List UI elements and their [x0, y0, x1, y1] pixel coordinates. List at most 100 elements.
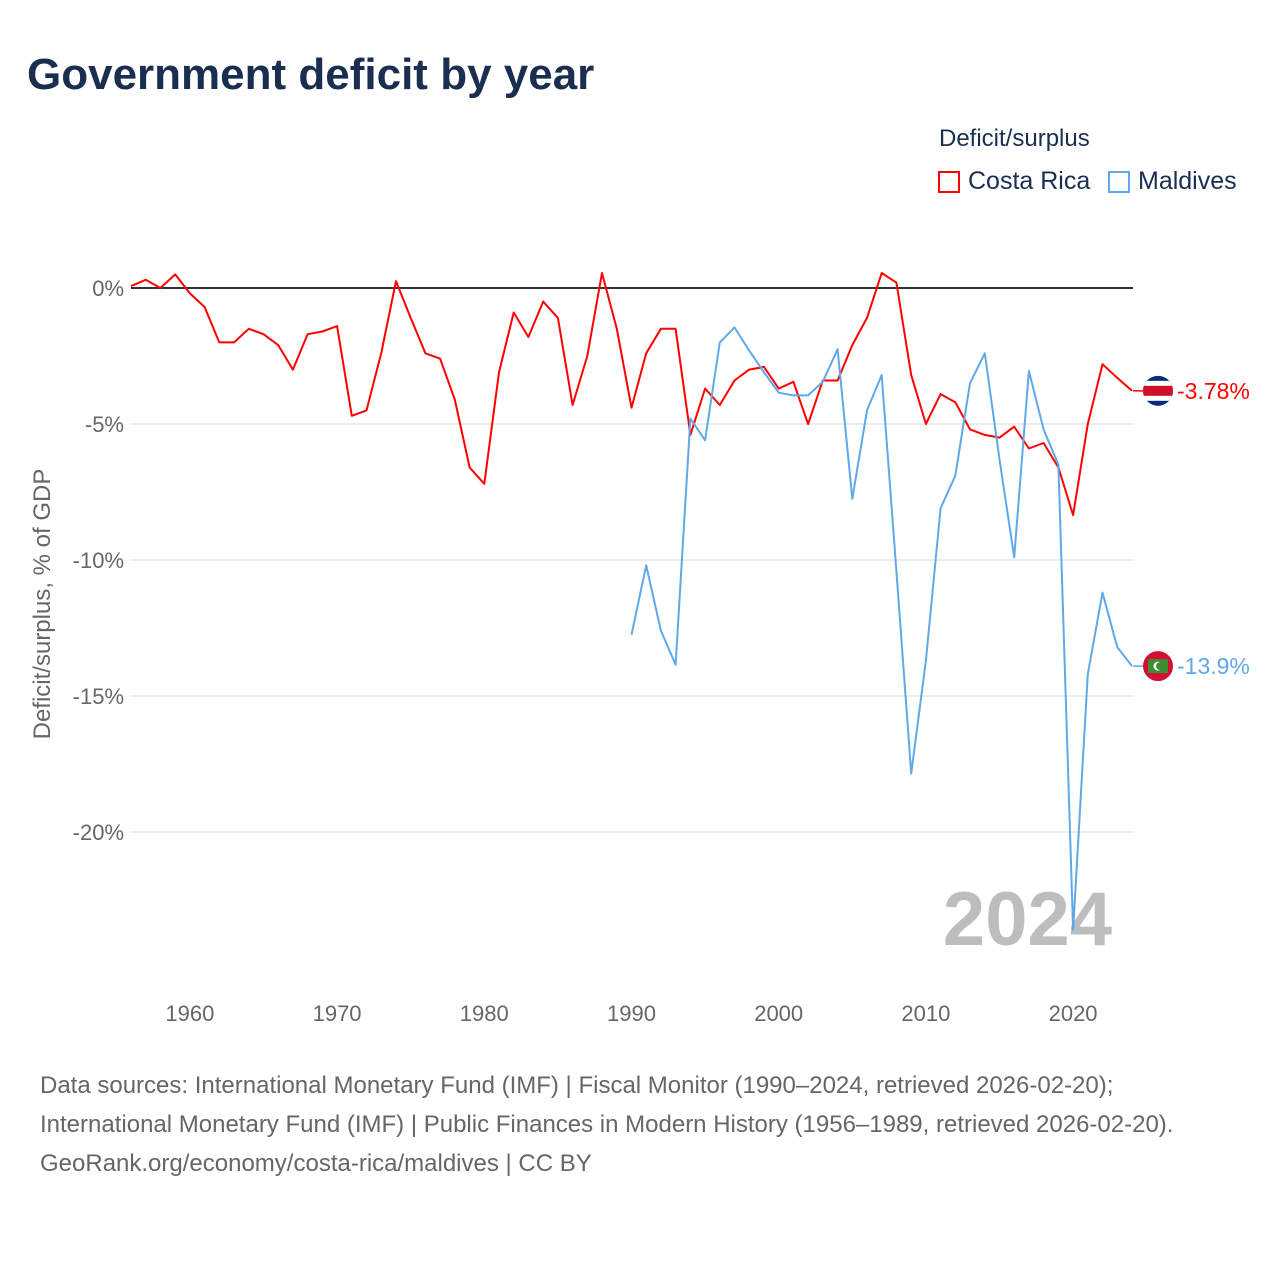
data-point-costa-rica	[1026, 446, 1031, 451]
data-point-costa-rica	[570, 402, 575, 407]
legend-item-costa-rica[interactable]: Costa Rica	[938, 167, 1090, 196]
data-point-costa-rica	[158, 286, 163, 291]
y-tick-label: -10%	[73, 548, 124, 573]
data-point-costa-rica	[305, 332, 310, 337]
legend-label: Maldives	[1138, 167, 1237, 195]
data-point-costa-rica	[879, 271, 884, 276]
data-point-maldives	[968, 381, 973, 386]
data-point-costa-rica	[320, 329, 325, 334]
data-point-costa-rica	[585, 354, 590, 359]
data-point-costa-rica	[467, 465, 472, 470]
data-point-costa-rica	[261, 332, 266, 337]
data-point-maldives	[938, 506, 943, 511]
data-point-costa-rica	[423, 351, 428, 356]
data-point-costa-rica	[673, 326, 678, 331]
data-point-maldives	[1056, 462, 1061, 467]
data-sources: Data sources: International Monetary Fun…	[40, 1072, 1174, 1138]
data-point-costa-rica	[1071, 513, 1076, 518]
data-point-maldives	[1100, 590, 1105, 595]
data-point-maldives	[703, 438, 708, 443]
legend-item-maldives[interactable]: Maldives	[1108, 167, 1237, 196]
data-point-costa-rica	[1100, 362, 1105, 367]
x-tick-label: 1970	[313, 1001, 362, 1026]
data-point-costa-rica	[1012, 424, 1017, 429]
data-point-costa-rica	[703, 386, 708, 391]
y-tick-label: -15%	[73, 684, 124, 709]
data-point-maldives	[1012, 555, 1017, 560]
data-point-costa-rica	[232, 340, 237, 345]
data-point-maldives	[1071, 927, 1076, 932]
x-tick-label: 1990	[607, 1001, 656, 1026]
data-point-costa-rica	[732, 378, 737, 383]
series-line-maldives	[630, 326, 1133, 931]
data-point-costa-rica	[629, 405, 634, 410]
data-point-costa-rica	[600, 271, 605, 276]
data-point-costa-rica	[541, 299, 546, 304]
data-point-costa-rica	[349, 413, 354, 418]
end-value-label-costa-rica: -3.78%	[1177, 378, 1250, 404]
data-point-maldives	[909, 771, 914, 776]
data-point-costa-rica	[968, 427, 973, 432]
x-tick-label: 2000	[754, 1001, 803, 1026]
legend-swatch-costa-rica	[938, 170, 960, 193]
data-point-maldives	[747, 348, 752, 353]
data-point-costa-rica	[364, 408, 369, 413]
data-point-maldives	[1026, 368, 1031, 373]
data-point-maldives	[673, 662, 678, 667]
data-point-maldives	[997, 457, 1002, 462]
data-point-costa-rica	[555, 315, 560, 320]
data-point-costa-rica	[129, 284, 134, 289]
data-point-maldives	[776, 390, 781, 395]
data-point-costa-rica	[909, 373, 914, 378]
data-point-maldives	[879, 373, 884, 378]
data-point-costa-rica	[953, 400, 958, 405]
data-point-maldives	[1115, 645, 1120, 650]
data-point-costa-rica	[511, 310, 516, 315]
data-point-costa-rica	[379, 351, 384, 356]
data-point-maldives	[688, 416, 693, 421]
data-point-maldives	[982, 351, 987, 356]
data-point-maldives	[644, 563, 649, 568]
data-point-costa-rica	[835, 378, 840, 383]
data-point-costa-rica	[1085, 422, 1090, 427]
data-point-costa-rica	[938, 392, 943, 397]
data-point-costa-rica	[290, 367, 295, 372]
data-point-maldives	[658, 628, 663, 633]
data-point-maldives	[717, 340, 722, 345]
data-point-costa-rica	[644, 351, 649, 356]
data-point-costa-rica	[393, 279, 398, 284]
data-point-costa-rica	[143, 277, 148, 282]
data-point-maldives	[835, 347, 840, 352]
line-chart: 2024 0% -5% -10% -15% -20% 1960 1970 1980 1990 20…	[29, 271, 1250, 1026]
data-point-costa-rica	[526, 334, 531, 339]
data-point-costa-rica	[408, 315, 413, 320]
legend-swatch-maldives	[1108, 170, 1130, 193]
legend-label: Costa Rica	[968, 167, 1091, 195]
maldives-flag-icon	[1143, 651, 1173, 682]
data-point-costa-rica	[482, 481, 487, 486]
data-point-maldives	[629, 632, 634, 637]
credit-link[interactable]: GeoRank.org/economy/costa-rica/maldives …	[40, 1150, 592, 1177]
data-point-costa-rica	[791, 379, 796, 384]
data-point-costa-rica	[717, 402, 722, 407]
data-point-costa-rica	[452, 397, 457, 402]
end-value-label-maldives: -13.9%	[1177, 653, 1250, 679]
data-point-costa-rica	[923, 422, 928, 427]
data-point-costa-rica	[865, 315, 870, 320]
data-point-maldives	[923, 658, 928, 663]
data-point-costa-rica	[658, 326, 663, 331]
y-tick-label: 0%	[92, 276, 124, 301]
data-point-maldives	[1041, 427, 1046, 432]
y-axis-label: Deficit/surplus, % of GDP	[29, 469, 56, 740]
costa-rica-flag-icon	[1143, 375, 1173, 406]
data-point-costa-rica	[187, 291, 192, 296]
data-point-costa-rica	[202, 305, 207, 310]
y-tick-label: -5%	[85, 412, 124, 437]
footer: Data sources: International Monetary Fun…	[40, 1066, 1240, 1183]
data-point-costa-rica	[173, 272, 178, 277]
data-point-maldives	[791, 393, 796, 398]
x-tick-label: 1980	[460, 1001, 509, 1026]
x-tick-label: 2010	[901, 1001, 950, 1026]
data-point-maldives	[806, 393, 811, 398]
data-point-costa-rica	[246, 326, 251, 331]
